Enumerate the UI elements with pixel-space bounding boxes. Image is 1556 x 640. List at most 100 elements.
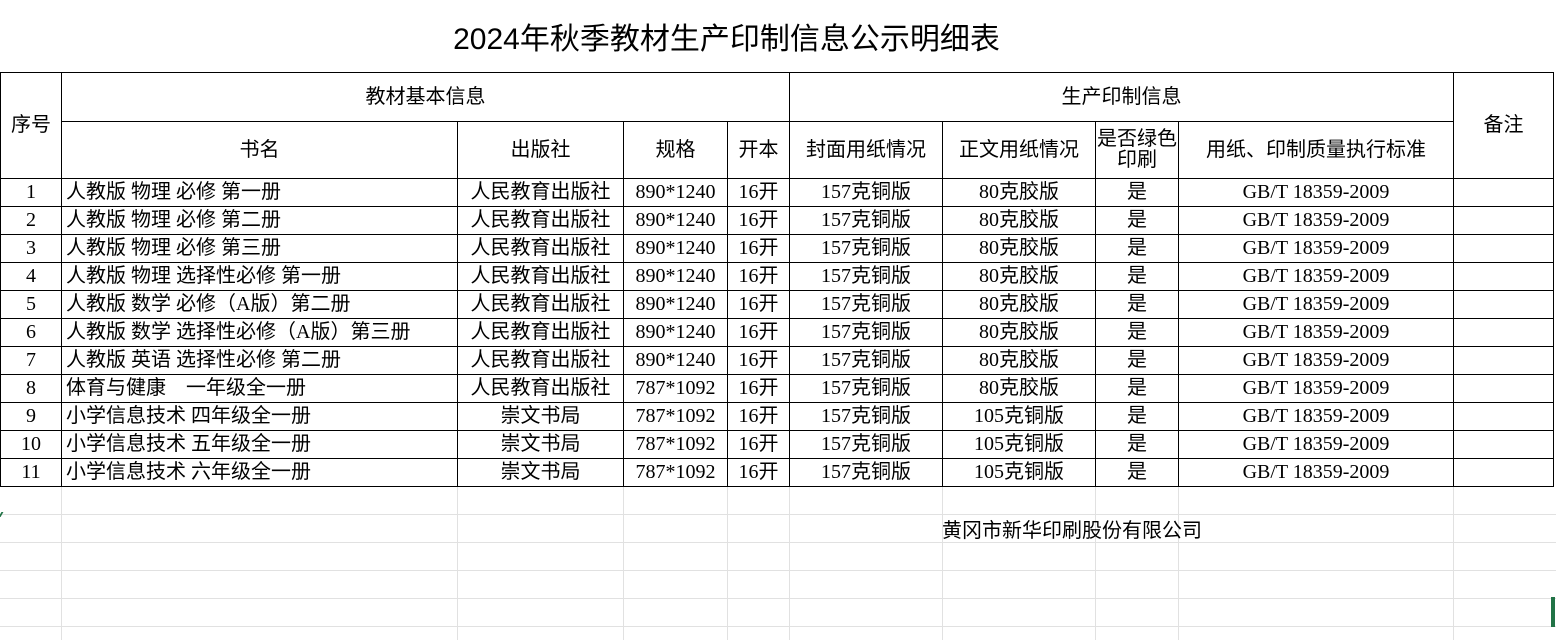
cell-format[interactable]: 16开: [727, 234, 790, 263]
cell-body-paper[interactable]: 105克铜版: [942, 458, 1096, 487]
cell-cover-paper[interactable]: 157克铜版: [789, 318, 943, 347]
cell-standard[interactable]: GB/T 18359-2009: [1178, 458, 1454, 487]
company-name[interactable]: 黄冈市新华印刷股份有限公司: [942, 519, 1202, 542]
cell-cover-paper[interactable]: 157克铜版: [789, 206, 943, 235]
cell-green-print[interactable]: 是: [1095, 458, 1179, 487]
cell-publisher[interactable]: 人民教育出版社: [457, 318, 624, 347]
header-green-print[interactable]: 是否绿色印刷: [1095, 121, 1179, 179]
cell-seq[interactable]: 4: [0, 262, 62, 291]
cell-cover-paper[interactable]: 157克铜版: [789, 402, 943, 431]
cell-publisher[interactable]: 崇文书局: [457, 458, 624, 487]
cell-standard[interactable]: GB/T 18359-2009: [1178, 430, 1454, 459]
cell-publisher[interactable]: 人民教育出版社: [457, 206, 624, 235]
header-book-name[interactable]: 书名: [61, 121, 458, 179]
cell-body-paper[interactable]: 80克胶版: [942, 318, 1096, 347]
cell-body-paper[interactable]: 80克胶版: [942, 374, 1096, 403]
cell-cover-paper[interactable]: 157克铜版: [789, 458, 943, 487]
cell-spec[interactable]: 890*1240: [623, 234, 728, 263]
cell-cover-paper[interactable]: 157克铜版: [789, 430, 943, 459]
cell-standard[interactable]: GB/T 18359-2009: [1178, 402, 1454, 431]
cell-remark[interactable]: [1453, 402, 1554, 431]
cell-format[interactable]: 16开: [727, 346, 790, 375]
cell-green-print[interactable]: 是: [1095, 290, 1179, 319]
cell-format[interactable]: 16开: [727, 318, 790, 347]
cell-cover-paper[interactable]: 157克铜版: [789, 346, 943, 375]
cell-cover-paper[interactable]: 157克铜版: [789, 234, 943, 263]
selected-cell-border[interactable]: [1551, 597, 1555, 627]
cell-spec[interactable]: 890*1240: [623, 318, 728, 347]
cell-remark[interactable]: [1453, 234, 1554, 263]
cell-remark[interactable]: [1453, 374, 1554, 403]
cell-body-paper[interactable]: 80克胶版: [942, 178, 1096, 207]
cell-seq[interactable]: 6: [0, 318, 62, 347]
cell-seq[interactable]: 5: [0, 290, 62, 319]
cell-spec[interactable]: 787*1092: [623, 374, 728, 403]
cell-book-name[interactable]: 小学信息技术 四年级全一册: [61, 402, 458, 431]
header-standard[interactable]: 用纸、印制质量执行标准: [1178, 121, 1454, 179]
cell-seq[interactable]: 3: [0, 234, 62, 263]
cell-seq[interactable]: 8: [0, 374, 62, 403]
cell-green-print[interactable]: 是: [1095, 430, 1179, 459]
cell-spec[interactable]: 890*1240: [623, 346, 728, 375]
cell-book-name[interactable]: 小学信息技术 六年级全一册: [61, 458, 458, 487]
cell-publisher[interactable]: 人民教育出版社: [457, 234, 624, 263]
cell-spec[interactable]: 890*1240: [623, 262, 728, 291]
header-format[interactable]: 开本: [727, 121, 790, 179]
cell-book-name[interactable]: 体育与健康 一年级全一册: [61, 374, 458, 403]
cell-remark[interactable]: [1453, 430, 1554, 459]
cell-body-paper[interactable]: 80克胶版: [942, 262, 1096, 291]
cell-book-name[interactable]: 人教版 英语 选择性必修 第二册: [61, 346, 458, 375]
cell-publisher[interactable]: 人民教育出版社: [457, 374, 624, 403]
cell-format[interactable]: 16开: [727, 206, 790, 235]
cell-publisher[interactable]: 人民教育出版社: [457, 178, 624, 207]
cell-seq[interactable]: 7: [0, 346, 62, 375]
header-group-production[interactable]: 生产印制信息: [789, 72, 1454, 122]
cell-seq[interactable]: 11: [0, 458, 62, 487]
cell-book-name[interactable]: 人教版 数学 选择性必修（A版）第三册: [61, 318, 458, 347]
cell-body-paper[interactable]: 105克铜版: [942, 402, 1096, 431]
cell-green-print[interactable]: 是: [1095, 318, 1179, 347]
cell-remark[interactable]: [1453, 290, 1554, 319]
cell-body-paper[interactable]: 80克胶版: [942, 206, 1096, 235]
cell-publisher[interactable]: 崇文书局: [457, 402, 624, 431]
cell-body-paper[interactable]: 105克铜版: [942, 430, 1096, 459]
cell-standard[interactable]: GB/T 18359-2009: [1178, 374, 1454, 403]
cell-green-print[interactable]: 是: [1095, 402, 1179, 431]
cell-remark[interactable]: [1453, 178, 1554, 207]
cell-spec[interactable]: 787*1092: [623, 458, 728, 487]
header-cover-paper[interactable]: 封面用纸情况: [789, 121, 943, 179]
cell-remark[interactable]: [1453, 458, 1554, 487]
cell-standard[interactable]: GB/T 18359-2009: [1178, 290, 1454, 319]
cell-book-name[interactable]: 人教版 物理 必修 第三册: [61, 234, 458, 263]
header-body-paper[interactable]: 正文用纸情况: [942, 121, 1096, 179]
cell-green-print[interactable]: 是: [1095, 178, 1179, 207]
cell-green-print[interactable]: 是: [1095, 374, 1179, 403]
cell-spec[interactable]: 890*1240: [623, 206, 728, 235]
header-spec[interactable]: 规格: [623, 121, 728, 179]
cell-format[interactable]: 16开: [727, 178, 790, 207]
cell-standard[interactable]: GB/T 18359-2009: [1178, 178, 1454, 207]
cell-standard[interactable]: GB/T 18359-2009: [1178, 318, 1454, 347]
cell-standard[interactable]: GB/T 18359-2009: [1178, 262, 1454, 291]
cell-format[interactable]: 16开: [727, 290, 790, 319]
cell-seq[interactable]: 10: [0, 430, 62, 459]
cell-book-name[interactable]: 人教版 物理 选择性必修 第一册: [61, 262, 458, 291]
cell-seq[interactable]: 1: [0, 178, 62, 207]
cell-spec[interactable]: 787*1092: [623, 402, 728, 431]
cell-cover-paper[interactable]: 157克铜版: [789, 290, 943, 319]
cell-body-paper[interactable]: 80克胶版: [942, 290, 1096, 319]
header-group-basic[interactable]: 教材基本信息: [61, 72, 790, 122]
cell-publisher[interactable]: 人民教育出版社: [457, 346, 624, 375]
cell-format[interactable]: 16开: [727, 374, 790, 403]
cell-book-name[interactable]: 人教版 物理 必修 第二册: [61, 206, 458, 235]
cell-green-print[interactable]: 是: [1095, 346, 1179, 375]
cell-remark[interactable]: [1453, 206, 1554, 235]
cell-publisher[interactable]: 人民教育出版社: [457, 262, 624, 291]
cell-standard[interactable]: GB/T 18359-2009: [1178, 234, 1454, 263]
cell-spec[interactable]: 787*1092: [623, 430, 728, 459]
cell-seq[interactable]: 9: [0, 402, 62, 431]
cell-format[interactable]: 16开: [727, 458, 790, 487]
cell-remark[interactable]: [1453, 346, 1554, 375]
cell-format[interactable]: 16开: [727, 262, 790, 291]
cell-cover-paper[interactable]: 157克铜版: [789, 374, 943, 403]
